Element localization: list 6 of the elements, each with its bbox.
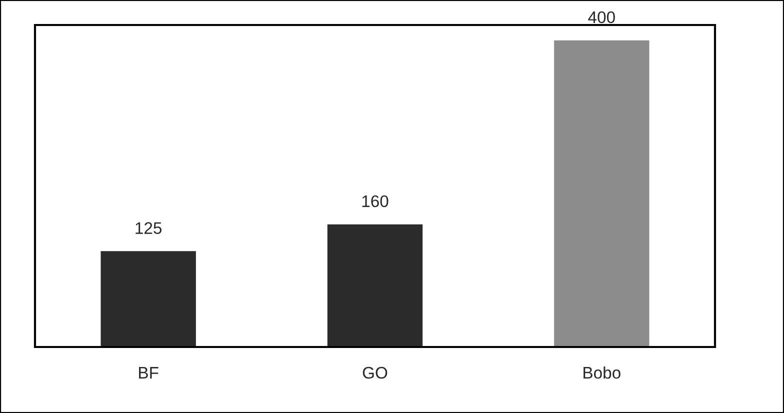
x-tick-label: Bobo xyxy=(584,366,620,379)
x-tick-label: BF xyxy=(139,367,158,379)
data-label: 400 xyxy=(588,11,615,24)
x-tick-label: GO xyxy=(362,366,388,379)
data-label: 160 xyxy=(362,195,388,208)
data-label: 125 xyxy=(136,222,162,234)
